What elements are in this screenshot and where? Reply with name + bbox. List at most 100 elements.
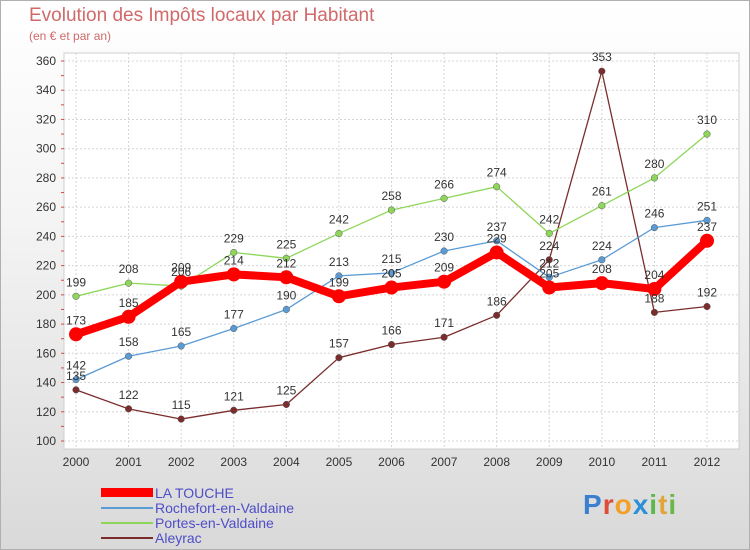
data-point	[230, 406, 238, 414]
legend-label: Portes-en-Valdaine	[155, 514, 274, 531]
legend-item: Portes-en-Valdaine	[101, 514, 294, 531]
data-label: 229	[224, 231, 244, 245]
data-point	[545, 256, 553, 264]
chart-title: Evolution des Impôts locaux par Habitant	[29, 5, 375, 26]
chart-legend: LA TOUCHE Rochefort-en-Valdaine Portes-en-…	[101, 484, 294, 546]
data-point	[125, 279, 133, 287]
data-label: 212	[539, 256, 559, 270]
data-point	[282, 400, 290, 409]
data-label: 208	[592, 262, 612, 276]
data-point	[545, 229, 553, 238]
data-point	[598, 67, 606, 75]
data-label: 214	[224, 253, 244, 267]
data-label: 157	[329, 337, 349, 351]
x-tick-label: 2002	[168, 455, 195, 469]
chart-subtitle: (en € et par an)	[29, 29, 112, 43]
data-point	[650, 308, 658, 316]
y-tick-label: 220	[36, 259, 56, 273]
data-label: 246	[644, 207, 664, 221]
y-tick-label: 120	[36, 405, 56, 419]
x-tick-label: 2011	[642, 455, 668, 469]
data-label: 171	[434, 316, 454, 330]
data-point	[331, 289, 346, 304]
data-point	[703, 216, 711, 224]
data-label: 237	[487, 220, 507, 234]
x-tick-label: 2010	[588, 455, 615, 469]
data-point	[177, 342, 185, 350]
x-tick-label: 2003	[220, 455, 247, 469]
logo-letter: P	[583, 489, 603, 520]
logo-letter: o	[614, 489, 633, 520]
data-label: 122	[119, 388, 139, 402]
data-label: 310	[697, 113, 717, 127]
legend-item: Rochefort-en-Valdaine	[101, 500, 294, 516]
data-point	[174, 274, 189, 289]
x-tick-label: 2004	[273, 455, 300, 469]
data-point	[335, 354, 343, 362]
y-tick-label: 160	[36, 346, 56, 360]
data-point	[700, 233, 714, 248]
data-label: 242	[329, 212, 349, 226]
y-tick-label: 300	[36, 142, 56, 156]
logo-letter: t	[658, 489, 669, 520]
legend-item: LA TOUCHE	[101, 484, 294, 501]
data-point	[598, 256, 606, 264]
data-label: 125	[276, 383, 296, 397]
data-label: 258	[381, 189, 401, 203]
data-label: 266	[434, 177, 454, 191]
data-point	[598, 202, 606, 210]
x-tick-label: 2005	[326, 455, 353, 469]
logo-letter: r	[602, 489, 615, 520]
data-point	[387, 206, 396, 214]
data-label: 115	[172, 398, 191, 412]
data-label: 212	[276, 256, 296, 270]
data-label: 274	[487, 166, 507, 180]
legend-item: Aleyrac	[101, 530, 294, 546]
data-label: 208	[119, 262, 139, 276]
x-tick-label: 2012	[694, 455, 721, 469]
data-point	[387, 269, 396, 277]
legend-swatch	[101, 536, 153, 539]
data-label: 188	[644, 291, 664, 305]
data-point	[542, 280, 557, 295]
data-point	[226, 267, 241, 282]
y-tick-label: 100	[36, 434, 56, 448]
data-label: 206	[171, 265, 191, 279]
data-point	[703, 130, 711, 138]
data-label: 225	[276, 237, 296, 251]
data-point	[489, 245, 504, 260]
data-point	[440, 333, 448, 341]
data-label: 142	[66, 359, 86, 373]
data-label: 135	[66, 369, 86, 383]
data-label: 192	[697, 286, 717, 300]
data-label: 237	[697, 220, 717, 234]
data-label: 213	[329, 255, 349, 269]
data-point	[230, 248, 238, 257]
data-label: 224	[539, 239, 559, 253]
legend-label: LA TOUCHE	[155, 484, 234, 501]
y-tick-label: 240	[36, 229, 56, 243]
data-point	[282, 305, 290, 314]
y-tick-label: 340	[36, 83, 56, 97]
logo-letter: i	[668, 489, 678, 520]
data-label: 190	[276, 288, 296, 302]
data-label: 186	[487, 294, 507, 308]
data-point	[384, 280, 399, 295]
data-point	[72, 376, 80, 384]
data-label: 224	[592, 239, 612, 253]
data-point	[493, 237, 501, 245]
data-label: 121	[224, 389, 244, 403]
logo-letter: x	[632, 489, 650, 520]
data-label: 215	[381, 252, 401, 266]
data-label: 205	[539, 267, 559, 281]
proxiti-logo: Proxiti	[583, 489, 677, 521]
x-tick-label: 2001	[115, 455, 142, 469]
x-tick-label: 2009	[536, 455, 563, 469]
y-tick-label: 280	[36, 171, 56, 185]
data-point	[493, 311, 501, 319]
data-point	[647, 282, 662, 296]
data-point	[650, 174, 658, 182]
data-label: 199	[329, 275, 349, 289]
